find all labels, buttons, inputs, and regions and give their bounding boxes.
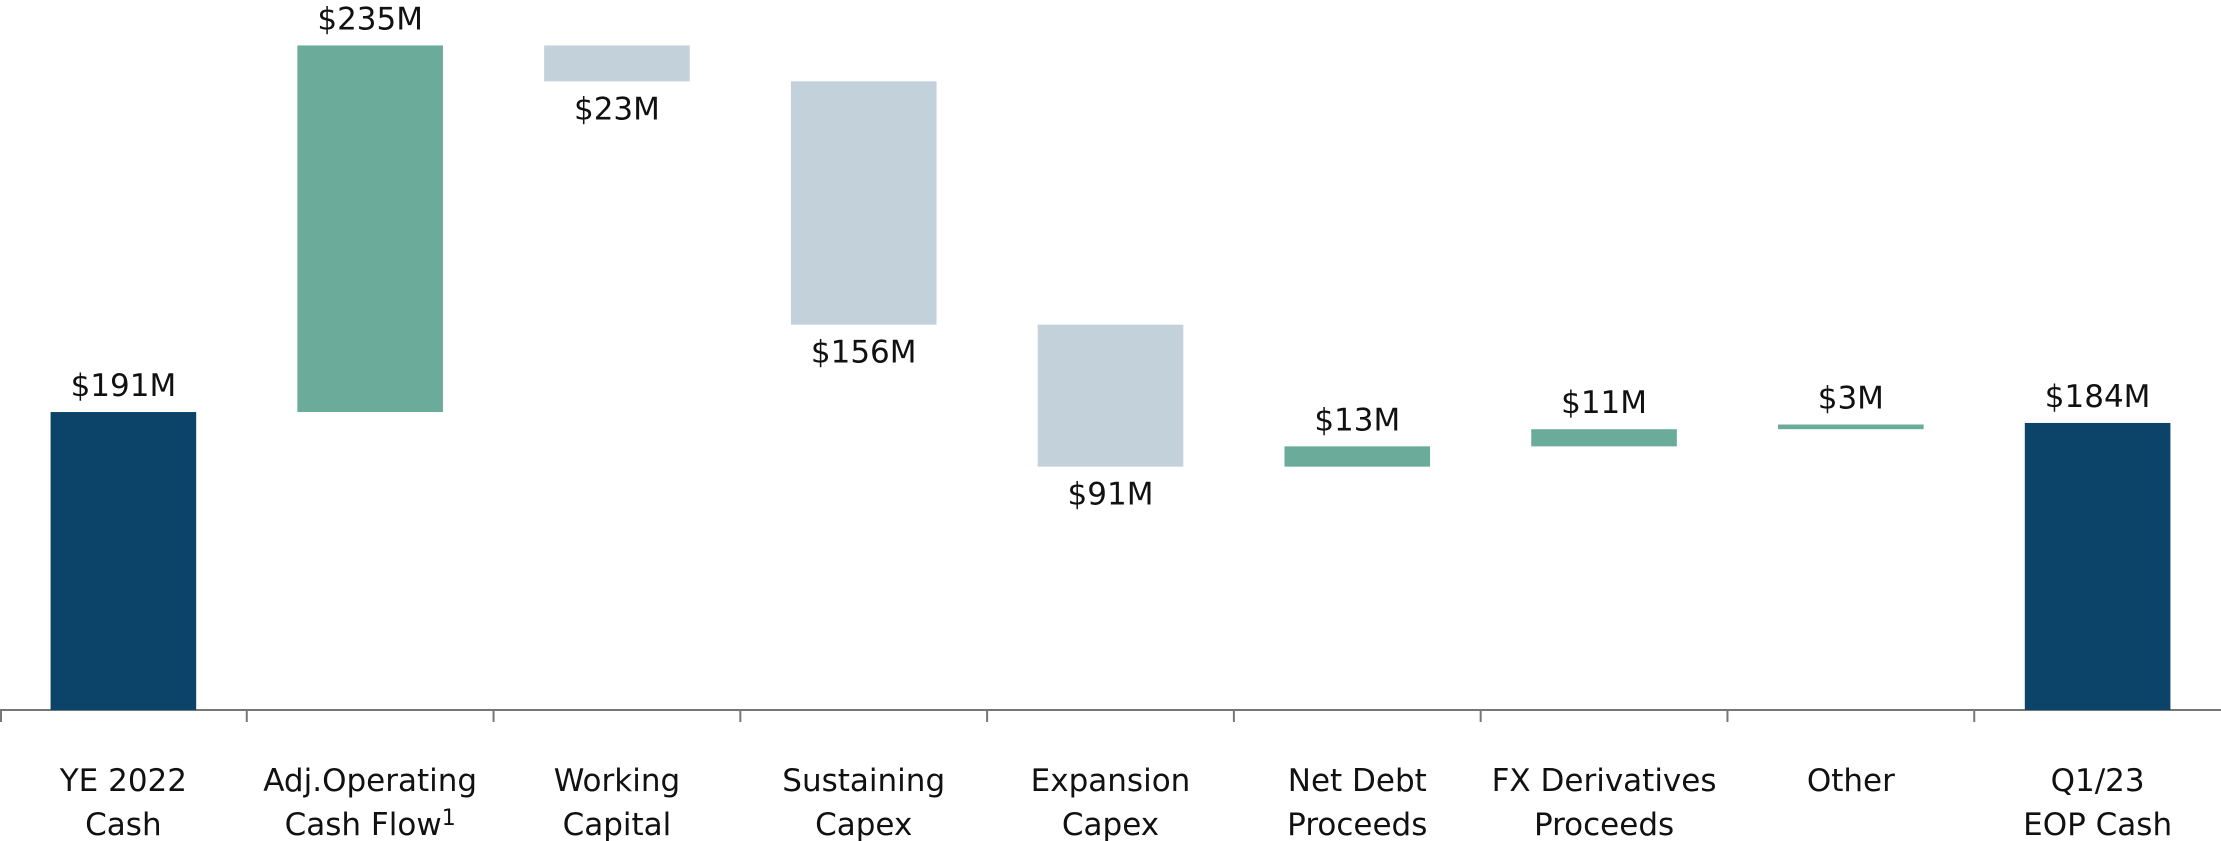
x-tick-label: Expansion [1031, 763, 1191, 799]
bar [544, 45, 690, 82]
x-tick-label-line: Q1/23 [2051, 763, 2145, 799]
x-tick-label: Capex [815, 807, 912, 841]
x-tick-label: Working [554, 763, 680, 799]
x-tick-label-line: FX Derivatives [1492, 763, 1717, 799]
x-tick-label: Sustaining [782, 763, 945, 799]
x-tick-label: Capex [1062, 807, 1159, 841]
value-label: $11M [1561, 385, 1647, 421]
bar [1778, 424, 1924, 430]
x-tick-label: Q1/23 [2051, 763, 2145, 799]
x-tick-label-line: Cash Flow [285, 807, 442, 841]
value-label: $23M [574, 91, 660, 127]
value-label: $156M [811, 335, 917, 371]
x-tick-label: Net Debt [1288, 763, 1427, 799]
x-tick-label: Proceeds [1534, 807, 1674, 841]
x-tick-label-line: Capex [1062, 807, 1159, 841]
x-tick-label-line: Cash [85, 807, 161, 841]
value-label: $3M [1818, 381, 1884, 417]
x-tick-label-line: Other [1807, 763, 1895, 799]
x-tick-label-line: Net Debt [1288, 763, 1427, 799]
x-tick-label-line: Proceeds [1534, 807, 1674, 841]
x-tick-label: Cash [85, 807, 161, 841]
value-label: $191M [71, 368, 177, 404]
x-tick-label-line: Sustaining [782, 763, 945, 799]
x-tick-label: Proceeds [1287, 807, 1427, 841]
x-tick-label: Cash Flow1 [285, 806, 456, 841]
x-tick-label: Other [1807, 763, 1895, 799]
x-tick-label-line: Proceeds [1287, 807, 1427, 841]
x-tick-label: Adj.Operating [263, 763, 477, 799]
bar [1284, 446, 1431, 467]
bar [1531, 429, 1677, 447]
bar [297, 45, 443, 413]
value-label: $91M [1068, 477, 1154, 513]
x-tick-label: Capital [563, 807, 672, 841]
x-tick-label-line: EOP Cash [2023, 807, 2172, 841]
value-label: $184M [2045, 379, 2151, 415]
x-tick-label: EOP Cash [2023, 807, 2172, 841]
x-tick-label-line: Capex [815, 807, 912, 841]
x-tick-label: YE 2022 [59, 763, 187, 799]
value-label: $235M [317, 1, 423, 37]
x-tick-label-line: YE 2022 [59, 763, 187, 799]
x-tick-label-line: Expansion [1031, 763, 1191, 799]
x-tick-label-line: Capital [563, 807, 672, 841]
bar [50, 412, 197, 710]
bar [2024, 422, 2171, 710]
footnote-marker: 1 [442, 806, 456, 831]
x-tick-label: FX Derivatives [1492, 763, 1717, 799]
bar [1037, 324, 1184, 467]
bar [790, 81, 937, 325]
value-label: $13M [1314, 402, 1400, 438]
x-tick-label-line: Working [554, 763, 680, 799]
x-tick-label-line: Adj.Operating [263, 763, 477, 799]
